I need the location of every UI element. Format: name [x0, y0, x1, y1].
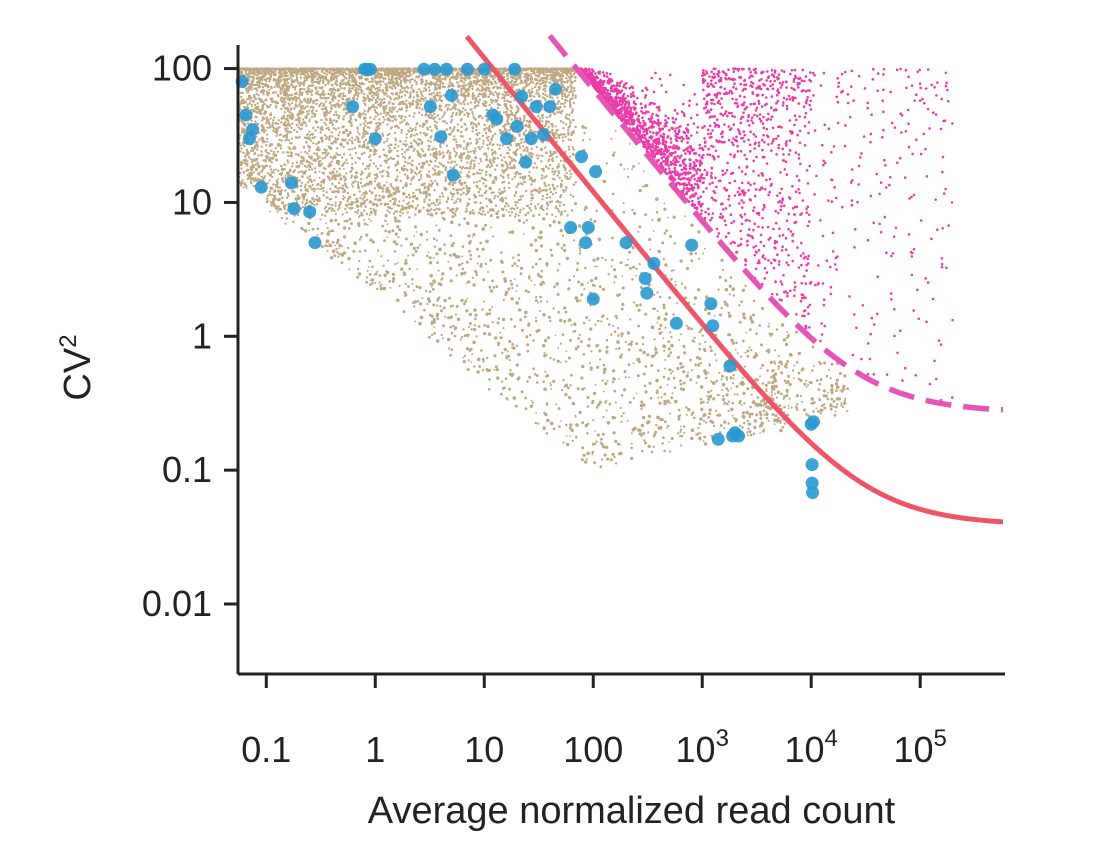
highlighted-point	[579, 236, 593, 250]
x-tick-label-exponent: 5	[934, 725, 947, 752]
highlighted-point	[581, 221, 595, 234]
x-tick-label-base: 10	[785, 729, 825, 770]
y-tick-label: 10	[172, 181, 212, 222]
highlighted-point	[549, 82, 562, 96]
highlighted-point	[805, 476, 819, 490]
highlighted-point	[284, 176, 298, 190]
x-tick-label-base: 10	[676, 729, 716, 770]
highlighted-point	[706, 319, 720, 333]
highlighted-point	[515, 89, 529, 103]
y-tick-label: 100	[152, 48, 212, 89]
y-axis-title-base: CV	[57, 347, 99, 400]
highlighted-point	[490, 112, 504, 126]
x-tick-label-exponent: 3	[716, 725, 729, 752]
highlighted-point	[363, 62, 377, 76]
y-axis-title-superscript: 2	[55, 334, 82, 347]
y-tick-label: 0.01	[142, 583, 212, 624]
highlighted-point	[510, 119, 524, 133]
x-tick-label: 0.1	[241, 729, 291, 770]
highlighted-point	[543, 100, 557, 114]
highlighted-point	[477, 62, 491, 76]
highlighted-point	[428, 62, 442, 76]
x-tick-label: 1	[365, 729, 385, 770]
highlighted-point	[460, 62, 474, 76]
x-tick-label: 100	[563, 729, 623, 770]
x-tick-label: 10	[464, 729, 504, 770]
highlighted-point	[704, 297, 718, 311]
high-variance-points	[577, 67, 954, 402]
highlighted-point	[346, 100, 360, 114]
highlighted-point	[417, 62, 431, 76]
highlighted-gene-points	[235, 62, 820, 500]
highlighted-point	[529, 100, 543, 114]
highlighted-point	[500, 132, 513, 146]
highlighted-point	[575, 150, 588, 164]
x-tick-label: 104	[785, 725, 838, 770]
x-tick-label: 103	[676, 725, 729, 770]
highlighted-point	[586, 292, 600, 306]
highlighted-point	[287, 202, 301, 216]
highlighted-point	[303, 205, 317, 219]
highlighted-point	[519, 155, 533, 169]
significance-threshold-line	[547, 33, 1004, 413]
highlighted-point	[806, 486, 820, 500]
highlighted-point	[805, 458, 819, 472]
highlighted-point	[239, 108, 253, 122]
highlighted-point	[524, 132, 538, 146]
highlighted-point	[423, 100, 437, 114]
y-axis-title: CV2	[55, 334, 99, 400]
highlighted-point	[445, 88, 458, 102]
x-tick-label-exponent: 4	[825, 725, 838, 752]
highlighted-point	[254, 180, 268, 194]
highlighted-point	[434, 130, 448, 144]
highlighted-point	[807, 415, 820, 429]
highlighted-point	[589, 165, 603, 179]
highlighted-point	[732, 429, 745, 443]
highlighted-point	[647, 257, 661, 270]
x-tick-label-base: 10	[893, 729, 933, 770]
highlighted-point	[619, 236, 633, 250]
highlighted-point	[669, 316, 683, 330]
y-tick-label: 1	[192, 315, 212, 356]
highlighted-point	[440, 62, 453, 76]
x-tick-label: 105	[893, 725, 946, 770]
y-tick-label: 0.1	[162, 449, 212, 490]
highlighted-point	[711, 432, 725, 446]
highlighted-point	[564, 221, 578, 234]
highlighted-point	[246, 123, 260, 137]
highlighted-point	[446, 168, 460, 182]
highlighted-point	[537, 128, 551, 142]
highlighted-point	[508, 62, 522, 76]
high-variance-gene-points	[577, 67, 954, 402]
highlighted-point	[685, 238, 699, 252]
highlighted-point	[308, 236, 322, 250]
highlighted-point	[368, 132, 382, 146]
highlighted-point	[723, 359, 737, 373]
highlighted-point	[638, 272, 652, 285]
x-axis-title: Average normalized read count	[368, 790, 896, 832]
highlighted-point	[640, 286, 654, 300]
